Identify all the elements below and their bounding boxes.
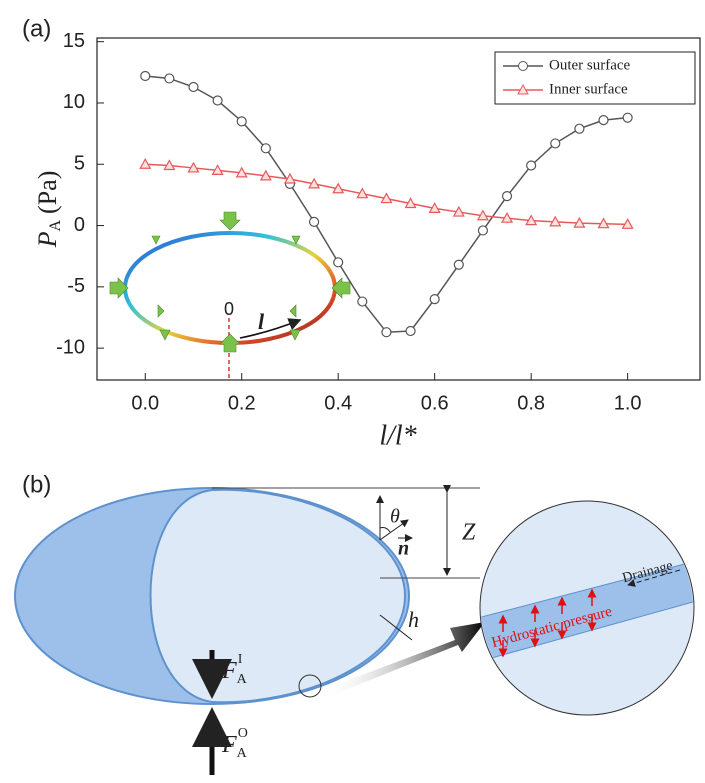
legend-marker [517,83,529,95]
y-tick-label: -5 [67,275,85,297]
f-main: F [221,658,237,684]
marker [139,158,152,169]
marker [356,187,369,199]
marker [550,138,561,149]
marker [283,172,296,184]
drainage-arrow [627,569,681,587]
marker [525,214,538,226]
normal-arrow [379,519,409,541]
x-tick-label: 0.6 [421,392,449,414]
y-tick-label: 0 [74,214,85,236]
marker [187,161,200,173]
x-tick-label: 0.2 [228,392,256,414]
arc-label: l [258,309,265,334]
marker [452,205,465,217]
marker [140,70,151,82]
series-line [145,75,628,333]
pressure-arrows-red [498,588,597,658]
panel-label: (a) [22,15,51,42]
y-axis-label: PA (Pa) [33,171,64,249]
y-label-unit: (Pa) [33,171,62,214]
inset-ellipse: 0 l [109,70,634,378]
marker [308,216,320,227]
marker [333,257,344,268]
x-tick-label: 0.8 [517,392,545,414]
panel-label: (b) [22,471,51,498]
zoom-beam [322,622,485,698]
y-tick-label: 15 [63,30,85,52]
marker [526,160,537,171]
force-outer-label: FAO [221,726,248,761]
marker [476,209,489,221]
marker [501,211,514,223]
legend-box [494,51,696,105]
marker [308,177,321,189]
marker [259,169,272,181]
h-line [379,614,413,641]
y-label-sub: A [47,220,64,232]
legend-label: Inner surface [549,81,628,97]
y-tick-label: 10 [63,91,85,113]
z-label: Z [462,520,476,546]
marker [236,116,247,127]
f-sup: I [238,652,243,667]
y-tick-label: 5 [74,153,85,175]
normal-label: n [398,538,409,560]
marker [622,112,633,123]
marker [549,215,562,227]
x-tick-label: 0.0 [131,392,159,414]
marker [597,217,610,229]
y-tick-label: -10 [56,336,85,358]
x-axis-label: l/l* [379,420,416,451]
theta-label: θ [390,506,400,528]
marker [212,95,223,106]
legend-label: Outer surface [549,57,631,73]
x-tick-label: 1.0 [614,392,642,414]
marker [381,327,392,338]
marker [453,259,464,270]
marker [332,182,345,194]
theta-arc [379,527,391,533]
marker [211,164,224,175]
marker [164,73,175,84]
marker [501,191,513,202]
diagram: (b) Z θ n h Hydrostatic pressure Drainag… [14,471,695,775]
f-sub: A [237,746,248,761]
pressure-arrows [109,211,351,353]
zoom-wall [481,559,693,665]
marker [260,143,271,154]
f-sup: O [238,726,248,741]
plot-frame [96,37,701,381]
marker [235,166,248,178]
marker [428,202,441,213]
marker [621,218,634,229]
marker [163,159,176,171]
x-tick-label: 0.4 [324,392,352,414]
marker [188,81,199,93]
arc-arrow [239,318,302,339]
marker [574,123,585,134]
zoom-spot [298,674,322,698]
origin-label: 0 [224,299,234,319]
y-label-main: P [33,231,62,248]
force-inner-label: FAI [221,652,248,687]
marker [357,296,368,307]
marker [598,115,609,126]
h-label: h [408,607,419,632]
inner-cavity [149,488,407,704]
marker [404,197,417,209]
f-sub: A [237,672,248,687]
ring [123,231,337,345]
marker [573,216,586,228]
marker [477,225,489,236]
f-main: F [221,732,237,758]
legend-marker [518,61,528,71]
marker [380,192,393,204]
marker [405,325,416,337]
marker [429,293,440,305]
